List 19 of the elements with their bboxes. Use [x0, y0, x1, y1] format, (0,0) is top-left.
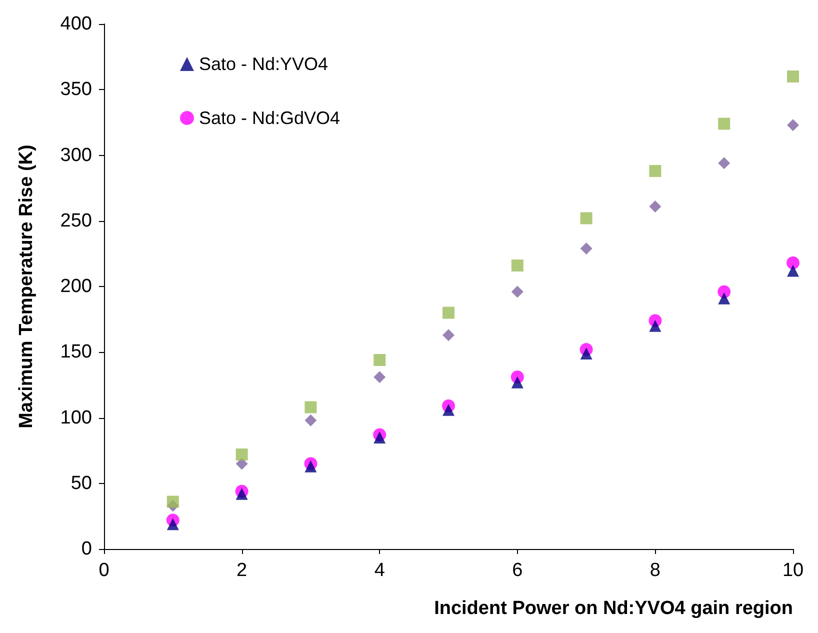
y-tick-label: 100	[60, 407, 92, 428]
y-axis-title: Maximum Temperature Rise (K)	[16, 144, 37, 428]
x-tick-label: 6	[512, 560, 523, 581]
y-tick-label: 200	[60, 276, 92, 297]
y-tick-label: 350	[60, 79, 92, 100]
y-tick-label: 0	[81, 538, 92, 560]
y-tick-label: 50	[70, 472, 92, 494]
y-tick-label: 400	[60, 14, 92, 34]
y-tick-label: 300	[60, 144, 92, 166]
legend-label: Sato - Nd:GdVO4	[199, 108, 340, 128]
x-tick-label: 8	[650, 560, 660, 581]
x-tick-label: 4	[374, 560, 386, 581]
x-axis-title: Incident Power on Nd:YVO4 gain region	[434, 598, 793, 619]
legend-label: Sato - Nd:YVO4	[199, 54, 328, 74]
y-tick-label: 250	[60, 210, 92, 232]
x-tick-label: 0	[98, 560, 110, 581]
x-tick-label: 2	[236, 560, 248, 581]
x-tick-label: 10	[782, 560, 804, 581]
y-tick-label: 150	[60, 342, 92, 363]
